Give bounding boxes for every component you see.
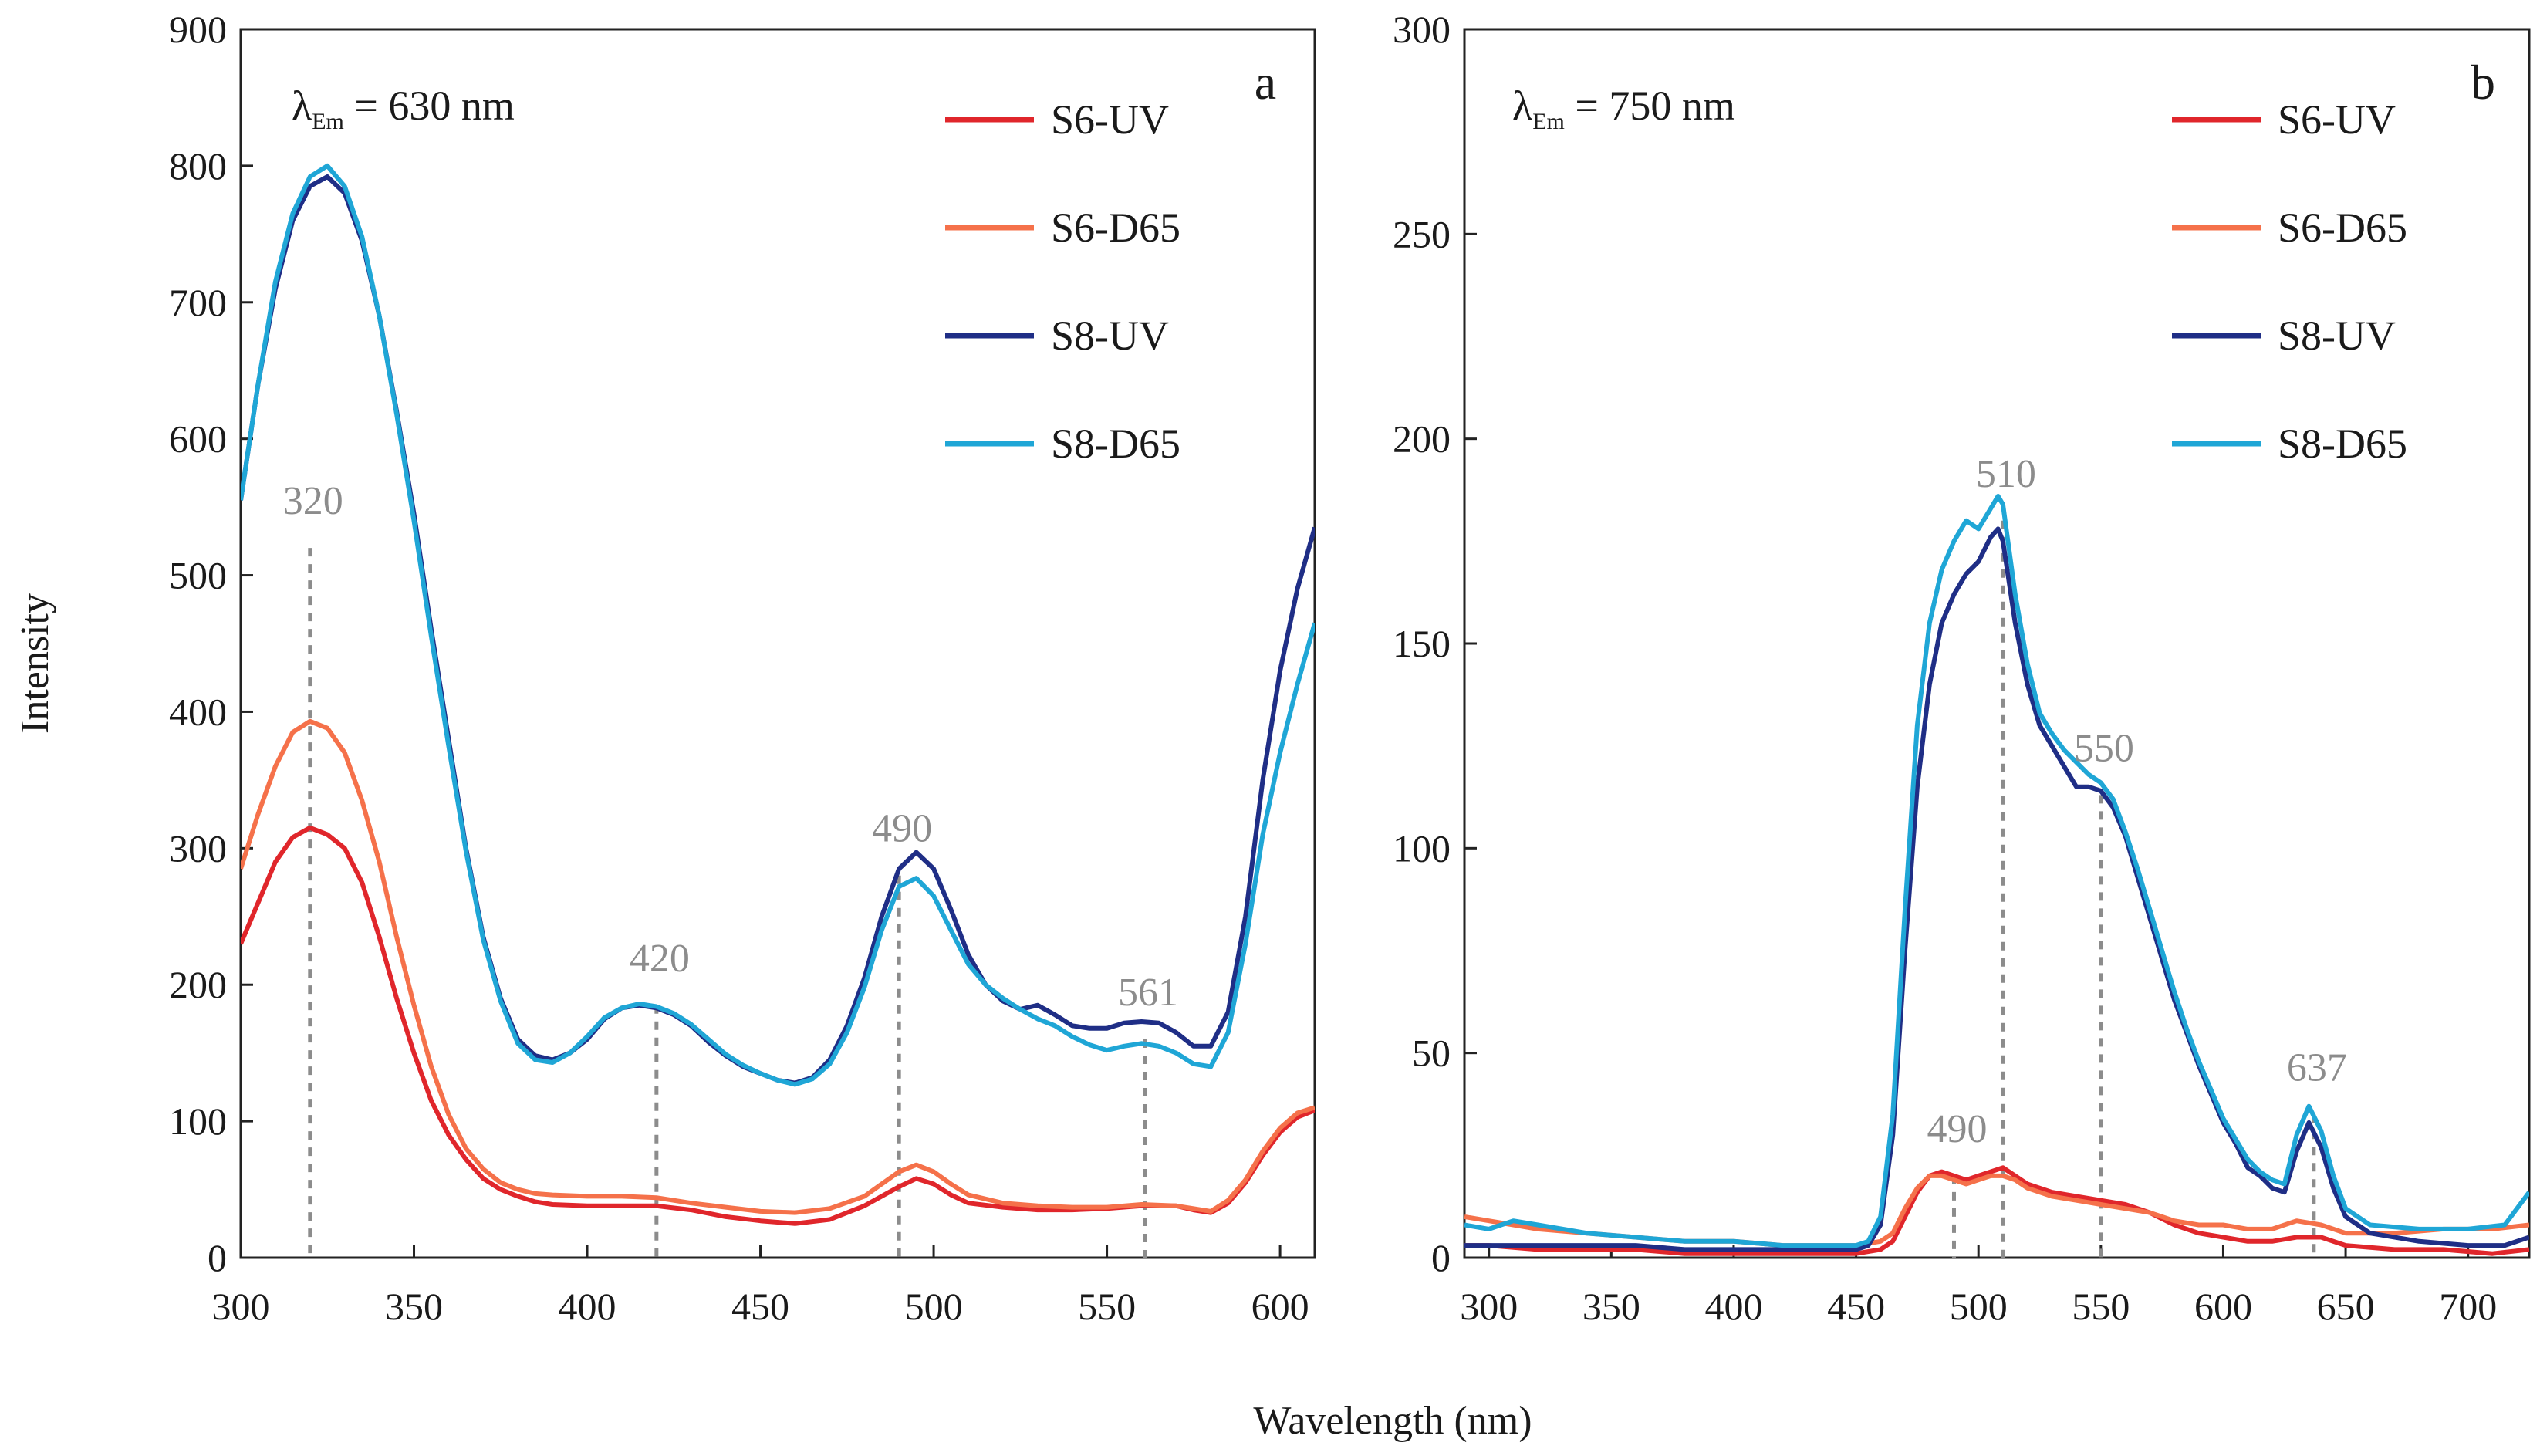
peak-label: 510 <box>1976 452 2036 496</box>
x-tick-label: 500 <box>1950 1285 2008 1328</box>
y-tick-label: 250 <box>1393 212 1451 255</box>
series-line-s8-uv <box>1464 526 2529 1252</box>
y-tick-label: 700 <box>169 281 227 324</box>
y-tick-label: 200 <box>169 963 227 1006</box>
y-tick-label: 100 <box>1393 826 1451 870</box>
legend-label: S8-UV <box>2278 312 2396 359</box>
y-tick-label: 50 <box>1412 1032 1451 1075</box>
legend-label: S8-UV <box>1051 312 1169 359</box>
panel-letter: a <box>1255 55 1276 110</box>
series-line-s6-d65 <box>241 718 1315 1215</box>
x-tick-label: 700 <box>2439 1285 2497 1328</box>
x-tick-label: 350 <box>385 1285 443 1328</box>
x-tick-label: 650 <box>2317 1285 2375 1328</box>
excitation-parameter: λEm = 750 nm <box>1512 83 1735 134</box>
x-tick-label: 450 <box>731 1285 789 1328</box>
y-axis-title: Intensity <box>13 593 57 734</box>
y-tick-label: 300 <box>1393 8 1451 51</box>
x-tick-label: 550 <box>1078 1285 1136 1328</box>
excitation-parameter: λEm = 630 nm <box>292 83 515 134</box>
y-tick-label: 300 <box>169 826 227 870</box>
y-tick-label: 100 <box>169 1100 227 1143</box>
panel-b: 0 50 100 150 200 250 300 300 350 400 450 500 550 600 6… <box>1393 8 2531 1328</box>
x-tick-label: 450 <box>1827 1285 1885 1328</box>
peak-label: 420 <box>630 937 690 981</box>
x-tick-label: 300 <box>1460 1285 1518 1328</box>
x-tick-label: 300 <box>212 1285 270 1328</box>
y-tick-label: 200 <box>1393 417 1451 461</box>
legend-label: S6-D65 <box>1051 204 1180 251</box>
plot-frame <box>239 28 1316 1259</box>
legend-label: S8-D65 <box>1051 421 1180 467</box>
y-tick-label: 0 <box>208 1236 227 1279</box>
panel-letter: b <box>2471 55 2495 110</box>
legend-label: S6-UV <box>1051 96 1169 143</box>
peak-label: 561 <box>1118 971 1178 1015</box>
peak-label: 490 <box>872 807 932 851</box>
panel-a: 0 100 200 300 400 500 600 700 800 900 300 350 400 450… <box>169 8 1316 1328</box>
x-tick-label: 500 <box>905 1285 963 1328</box>
peak-label: 490 <box>1927 1107 1987 1151</box>
legend-label: S6-D65 <box>2278 204 2407 251</box>
y-tick-label: 400 <box>169 690 227 733</box>
peak-label: 320 <box>283 479 343 523</box>
legend-label: S6-UV <box>2278 96 2396 143</box>
series-line-s6-uv <box>1464 1165 2529 1256</box>
legend-label: S8-D65 <box>2278 421 2407 467</box>
series-line-s8-d65 <box>1464 494 2529 1248</box>
x-tick-label: 550 <box>2072 1285 2130 1328</box>
x-tick-label: 350 <box>1582 1285 1640 1328</box>
y-tick-label: 900 <box>169 8 227 51</box>
y-tick-label: 0 <box>1431 1236 1451 1279</box>
x-tick-label: 400 <box>559 1285 616 1328</box>
y-tick-label: 600 <box>169 417 227 461</box>
y-tick-label: 500 <box>169 554 227 597</box>
x-tick-label: 600 <box>1251 1285 1309 1328</box>
y-tick-label: 800 <box>169 144 227 187</box>
y-tick-label: 150 <box>1393 622 1451 665</box>
x-tick-label: 600 <box>2194 1285 2252 1328</box>
x-tick-label: 400 <box>1704 1285 1762 1328</box>
peak-label: 550 <box>2074 726 2134 770</box>
peak-label: 637 <box>2287 1046 2347 1089</box>
series-line-s8-d65 <box>241 163 1315 1087</box>
x-axis-title: Wavelength (nm) <box>1253 1399 1532 1443</box>
